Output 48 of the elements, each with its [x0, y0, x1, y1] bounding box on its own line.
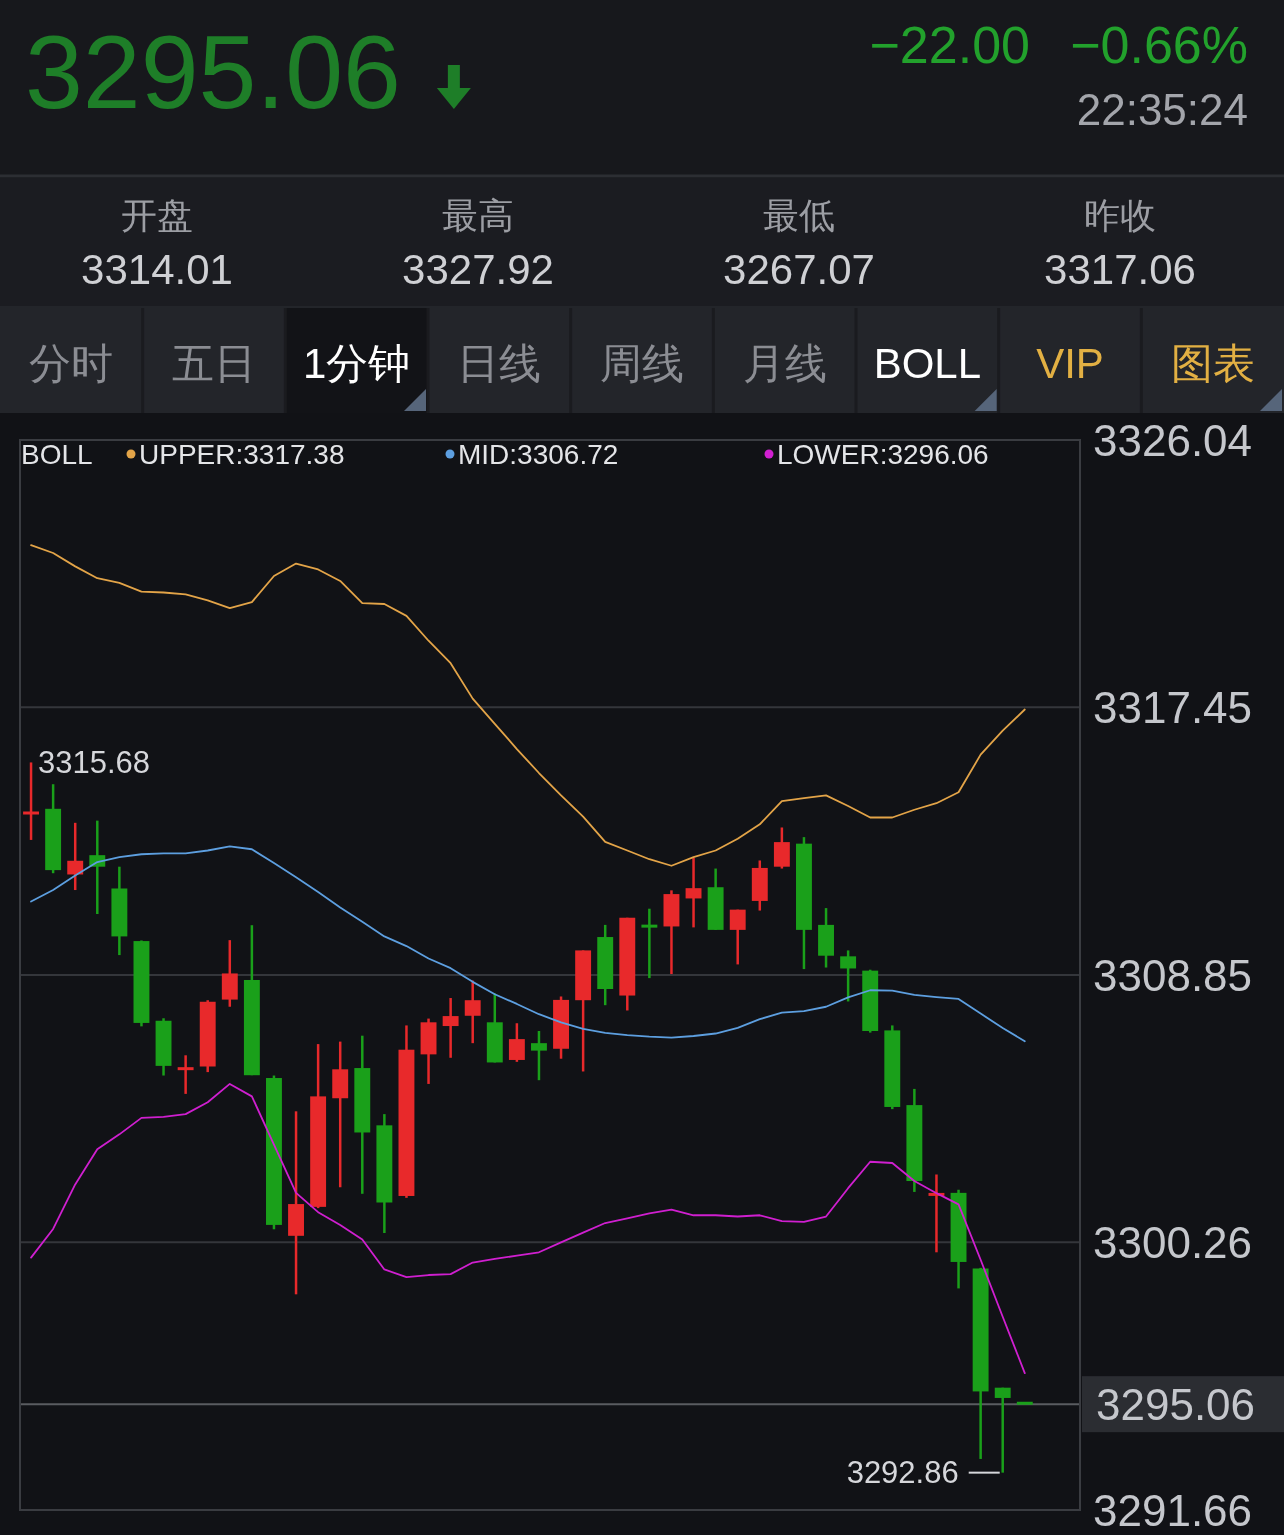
- text: 开盘: [121, 195, 193, 236]
- text: 分时: [29, 340, 114, 387]
- candlestick: [531, 1029, 547, 1082]
- text: BOLL: [873, 340, 982, 387]
- candlestick: [67, 821, 84, 892]
- legend-label: LOWER:3296.06: [777, 438, 989, 470]
- text: 3317.06: [1044, 246, 1196, 293]
- text: 3327.92: [402, 246, 554, 293]
- ref-line-label: 3295.06: [1096, 1379, 1256, 1429]
- text: 昨收: [1084, 195, 1156, 236]
- text: −0.66%: [1070, 16, 1248, 74]
- line-series: [30, 1083, 1026, 1374]
- y-tick-label: 3291.66: [1093, 1485, 1253, 1535]
- line-series: [30, 544, 1026, 867]
- candlestick: [840, 949, 857, 1003]
- candlestick: [442, 996, 459, 1060]
- line-series: [30, 845, 1026, 1043]
- y-tick-label: 3300.26: [1093, 1217, 1253, 1267]
- text: 月线: [742, 340, 827, 387]
- text: 3314.01: [81, 246, 233, 293]
- candlestick: [685, 856, 702, 929]
- text: −22.00: [869, 16, 1030, 74]
- candlestick: [23, 761, 39, 842]
- candlestick: [729, 908, 746, 966]
- text: 3267.07: [723, 246, 875, 293]
- candlestick: [994, 1386, 1011, 1474]
- candlestick: [177, 1054, 194, 1096]
- text: 图表: [1170, 340, 1255, 387]
- candlestick: [508, 1021, 525, 1064]
- annotation: 3292.86: [846, 1455, 959, 1491]
- candlestick: [641, 907, 658, 980]
- text: VIP: [1036, 340, 1104, 387]
- legend-label: MID:3306.72: [458, 438, 619, 470]
- y-tick-label: 3317.45: [1093, 682, 1253, 732]
- annotation: 3315.68: [38, 744, 151, 780]
- y-tick-label: 3308.85: [1093, 950, 1253, 1000]
- text: 1分钟: [302, 340, 411, 387]
- text: 最高: [442, 195, 514, 236]
- text: 五日: [172, 340, 256, 387]
- text: 日线: [457, 340, 542, 387]
- chart-title: 3295.06: [25, 14, 401, 130]
- text: 最低: [763, 195, 835, 236]
- text: 22:35:24: [1076, 85, 1248, 134]
- text: 周线: [600, 340, 684, 387]
- y-tick-label: 3326.04: [1093, 415, 1253, 465]
- legend-title: BOLL: [21, 438, 93, 470]
- legend-label: UPPER:3317.38: [139, 438, 345, 470]
- candlestick: [464, 979, 481, 1045]
